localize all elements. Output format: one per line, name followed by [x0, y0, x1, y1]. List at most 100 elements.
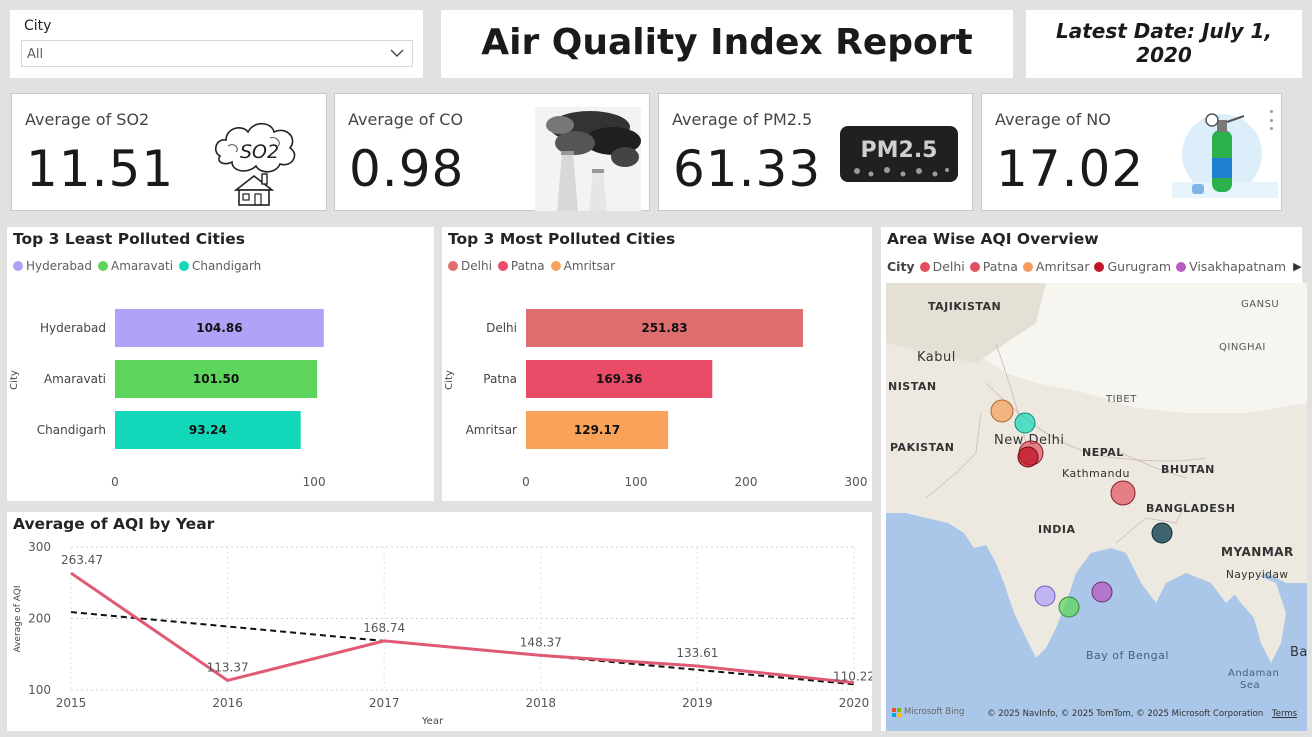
map-label-sea: Sea — [1240, 680, 1261, 691]
kpi-card-pm25: Average of PM2.5 61.33 PM2.5 — [658, 93, 973, 211]
legend-item[interactable]: Patna — [969, 259, 1018, 274]
legend-marker — [1094, 261, 1105, 272]
x-tick-label: 2016 — [212, 696, 243, 710]
map-copyright: © 2025 NavInfo, © 2025 TomTom, © 2025 Mi… — [987, 709, 1264, 719]
legend-item[interactable]: Amaravati — [98, 259, 173, 273]
legend-marker — [550, 261, 561, 271]
legend-marker — [969, 261, 980, 272]
so2-cloud-house-icon: SO2 — [214, 122, 296, 206]
legend-marker — [1176, 261, 1187, 272]
city-dropdown[interactable]: All — [21, 40, 413, 67]
category-label: Hyderabad — [40, 321, 106, 335]
legend-item[interactable]: Amritsar — [550, 259, 615, 273]
data-label: 251.83 — [641, 321, 687, 335]
map-label-bangladesh: BANGLADESH — [1146, 502, 1236, 515]
bubble-visakhapatnam[interactable] — [1091, 581, 1113, 603]
most-polluted-chart-card: Top 3 Most Polluted Cities Delhi Patna A… — [442, 227, 872, 501]
map-label-kathmandu: Kathmandu — [1062, 467, 1130, 480]
chevron-down-icon[interactable] — [388, 44, 406, 62]
point-label: 113.37 — [207, 660, 249, 674]
point-label: 263.47 — [61, 553, 103, 567]
bar-amaravati — [115, 360, 318, 398]
most-polluted-bar-chart: City Delhi 251.83 Patna 169.36 Amritsar 129.17… — [444, 309, 867, 489]
y-tick-label: 300 — [28, 540, 51, 554]
city-dropdown-value: All — [27, 47, 44, 62]
more-options-icon[interactable] — [1269, 110, 1273, 130]
legend-item[interactable]: Delhi — [448, 259, 492, 273]
bubble-patna[interactable] — [1110, 480, 1136, 506]
map-label-kabul: Kabul — [917, 350, 956, 365]
category-label: Chandigarh — [37, 423, 106, 437]
legend-next-arrow-icon[interactable]: ▶ — [1293, 260, 1302, 273]
y-tick-label: 100 — [28, 683, 51, 697]
kpi-value: 61.33 — [673, 140, 822, 198]
legend-item[interactable]: Amritsar — [1022, 259, 1089, 274]
map-label-nepal: NEPAL — [1082, 446, 1124, 459]
chart-legend: Hyderabad Amaravati Chandigarh — [13, 259, 261, 273]
kpi-value: 17.02 — [996, 140, 1145, 198]
legend-item[interactable]: Hyderabad — [13, 259, 92, 273]
point-label: 168.74 — [363, 621, 405, 635]
legend-marker — [98, 261, 108, 271]
chart-title: Area Wise AQI Overview — [887, 230, 1099, 248]
map-label-bar: Bar — [1290, 645, 1307, 660]
bubble-chandigarh[interactable] — [1014, 412, 1036, 434]
pm25-badge-text: PM2.5 — [861, 138, 938, 163]
data-label: 129.17 — [574, 423, 620, 437]
legend-item[interactable]: Patna — [497, 259, 545, 273]
x-tick-label: 2015 — [56, 696, 87, 710]
kpi-card-co: Average of CO 0.98 — [334, 93, 650, 211]
map-label-tajikistan: TAJIKISTAN — [928, 300, 1002, 313]
bubble-amritsar[interactable] — [990, 399, 1014, 423]
map-label-qinghai: QINGHAI — [1219, 342, 1266, 353]
least-polluted-chart-card: Top 3 Least Polluted Cities Hyderabad Am… — [7, 227, 434, 501]
so2-text: SO2 — [240, 141, 279, 163]
kpi-caption: Average of PM2.5 — [672, 110, 813, 129]
report-title-card: Air Quality Index Report — [441, 10, 1013, 78]
category-label: Amritsar — [466, 423, 517, 437]
kpi-caption: Average of NO — [995, 110, 1111, 129]
pm25-badge: PM2.5 — [840, 126, 958, 182]
kpi-caption: Average of CO — [348, 110, 464, 129]
x-tick-label: 2020 — [839, 696, 870, 710]
map-legend: City Delhi Patna Amritsar Gurugram Visak… — [887, 259, 1302, 274]
legend-marker — [1022, 261, 1033, 272]
legend-label: Hyderabad — [26, 259, 92, 273]
map-label-tibet: TIBET — [1106, 394, 1137, 405]
legend-label: Delhi — [461, 259, 492, 273]
map-label-nistan: NISTAN — [888, 380, 937, 393]
x-tick-label: 100 — [303, 475, 326, 489]
legend-item[interactable]: Gurugram — [1094, 259, 1171, 274]
latest-date-card: Latest Date: July 1, 2020 — [1026, 10, 1302, 78]
data-label: 101.50 — [193, 372, 239, 386]
x-tick-label: 0 — [111, 475, 119, 489]
map-terms-link[interactable]: Terms — [1271, 709, 1297, 719]
bubble-hyderabad[interactable] — [1034, 585, 1056, 607]
legend-item[interactable]: Visakhapatnam — [1176, 259, 1286, 274]
kpi-caption: Average of SO2 — [25, 110, 150, 129]
legend-item[interactable]: Chandigarh — [179, 259, 261, 273]
y-tick-label: 200 — [28, 612, 51, 626]
map-bubbles — [990, 399, 1173, 618]
legend-marker — [179, 261, 190, 271]
point-label: 110.22 — [833, 670, 872, 684]
map-label-gansu: GANSU — [1241, 299, 1280, 310]
map-canvas[interactable]: TAJIKISTAN Kabul NISTAN PAKISTAN New Del… — [886, 283, 1307, 731]
legend-marker — [919, 261, 930, 272]
bar-hyderabad — [115, 309, 324, 347]
map-label-myanmar: MYANMAR — [1221, 545, 1294, 559]
bubble-kolkata[interactable] — [1151, 522, 1173, 544]
legend-marker — [448, 261, 458, 271]
city-slicer[interactable]: City All — [10, 10, 423, 78]
bubble-amaravati[interactable] — [1058, 596, 1080, 618]
least-polluted-bar-chart: City Hyderabad 104.86 Amaravati 101.50 Chandi… — [9, 309, 326, 489]
chart-legend: Delhi Patna Amritsar — [448, 259, 615, 273]
gas-cylinder-icon — [1172, 113, 1278, 198]
map-label-pakistan: PAKISTAN — [890, 441, 955, 454]
legend-label: Patna — [982, 259, 1018, 274]
legend-item[interactable]: Delhi — [919, 259, 965, 274]
bing-logo: Microsoft Bing — [892, 707, 964, 717]
bubble-gurugram[interactable] — [1017, 446, 1039, 468]
y-axis-title: Average of AQI — [13, 585, 23, 652]
bar-chandigarh — [115, 411, 301, 449]
